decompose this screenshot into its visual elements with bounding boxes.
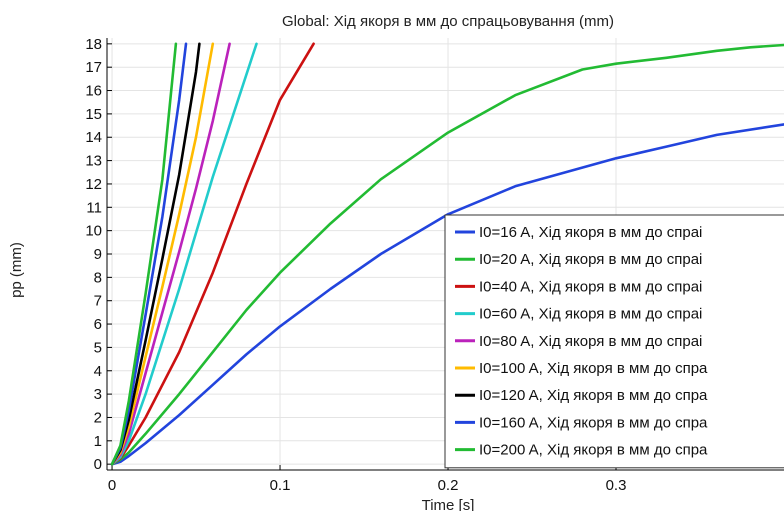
y-tick-label: 13 [85,153,102,170]
y-tick-label: 10 [85,223,102,240]
y-tick-label: 18 [85,36,102,53]
series-line-9 [110,42,178,466]
y-tick-label: 6 [94,316,102,333]
series-line-4 [110,42,258,466]
legend-label: I0=120 A, Хід якоря в мм до спра [479,387,708,404]
y-tick-label: 11 [86,199,102,216]
legend: I0=16 A, Хід якоря в мм до спраі I0=20 A,… [444,214,784,469]
y-tick-label: 1 [94,433,102,450]
y-tick-label: 0 [94,456,102,473]
legend-label: I0=80 A, Хід якоря в мм до спраі [479,333,702,350]
y-tick-label: 12 [85,176,102,193]
legend-label: I0=200 A, Хід якоря в мм до спра [479,442,708,459]
y-tick-label: 5 [94,339,102,356]
legend-label: I0=160 A, Хід якоря в мм до спра [479,414,708,431]
y-axis-label: pp (mm) [8,242,25,298]
y-tick-label: 8 [94,269,102,286]
y-tick-label: 14 [85,129,102,146]
series-line-2 [110,43,784,466]
x-tick-label: 0.1 [270,477,291,494]
legend-label: I0=20 A, Хід якоря в мм до спраі [479,251,702,268]
x-tick-label: 0 [108,477,116,494]
x-tick-label: 0.2 [438,477,459,494]
y-tick-label: 7 [94,293,102,310]
legend-label: I0=100 A, Хід якоря в мм до спра [479,360,708,377]
x-axis-label: Time [s] [422,497,475,511]
y-tick-label: 16 [85,83,102,100]
chart-title: Global: Хід якоря в мм до спрацьовування… [282,13,614,30]
x-tick-label: 0.3 [606,477,627,494]
series-group [110,42,784,466]
legend-label: I0=16 A, Хід якоря в мм до спраі [479,224,702,241]
legend-box [444,214,784,469]
y-tick-label: 15 [85,106,102,123]
legend-label: I0=40 A, Хід якоря в мм до спраі [479,278,702,295]
y-tick-label: 9 [94,246,102,263]
y-tick-label: 3 [94,386,102,403]
series-line-1 [110,123,784,466]
legend-label: I0=60 A, Хід якоря в мм до спраі [479,306,702,323]
y-tick-label: 2 [94,409,102,426]
y-tick-label: 17 [85,59,102,76]
y-tick-label: 4 [94,363,102,380]
